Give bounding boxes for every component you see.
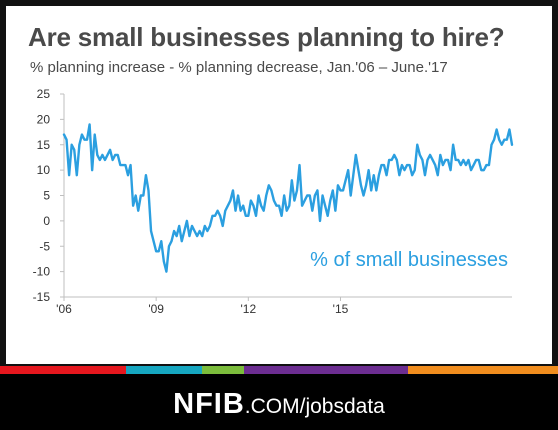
x-tick-label: '15 <box>333 302 349 316</box>
brand-stripe-teal <box>126 366 202 374</box>
chart-card <box>6 6 552 364</box>
chart-title: Are small businesses planning to hire? <box>28 22 505 52</box>
series-line <box>62 123 514 273</box>
y-tick-label: -10 <box>33 265 51 279</box>
footer-bar: NFIB.COM/jobsdata <box>0 374 558 430</box>
y-tick-label: 5 <box>43 189 50 203</box>
brand-url: .COM/jobsdata <box>244 395 385 418</box>
chart-subtitle: % planning increase - % planning decreas… <box>30 59 448 76</box>
x-tick-label: '12 <box>240 302 256 316</box>
y-tick-label: -15 <box>33 290 51 304</box>
brand-stripe-orange <box>408 366 558 374</box>
y-tick-label: 0 <box>43 214 50 228</box>
brand-link[interactable]: NFIB.COM/jobsdata <box>0 388 558 421</box>
brand-stripe-red <box>0 366 126 374</box>
y-tick-label: 15 <box>37 138 51 152</box>
brand-stripe-purple <box>244 366 408 374</box>
y-tick-label: 25 <box>37 87 51 101</box>
x-tick-label: '06 <box>56 302 72 316</box>
y-tick-label: -5 <box>39 239 50 253</box>
y-tick-label: 20 <box>37 112 51 126</box>
series-annotation: % of small businesses <box>310 249 508 271</box>
brand-stripe-green <box>202 366 244 374</box>
brand-name: NFIB <box>173 388 245 420</box>
y-tick-label: 10 <box>37 163 51 177</box>
x-tick-label: '09 <box>148 302 164 316</box>
